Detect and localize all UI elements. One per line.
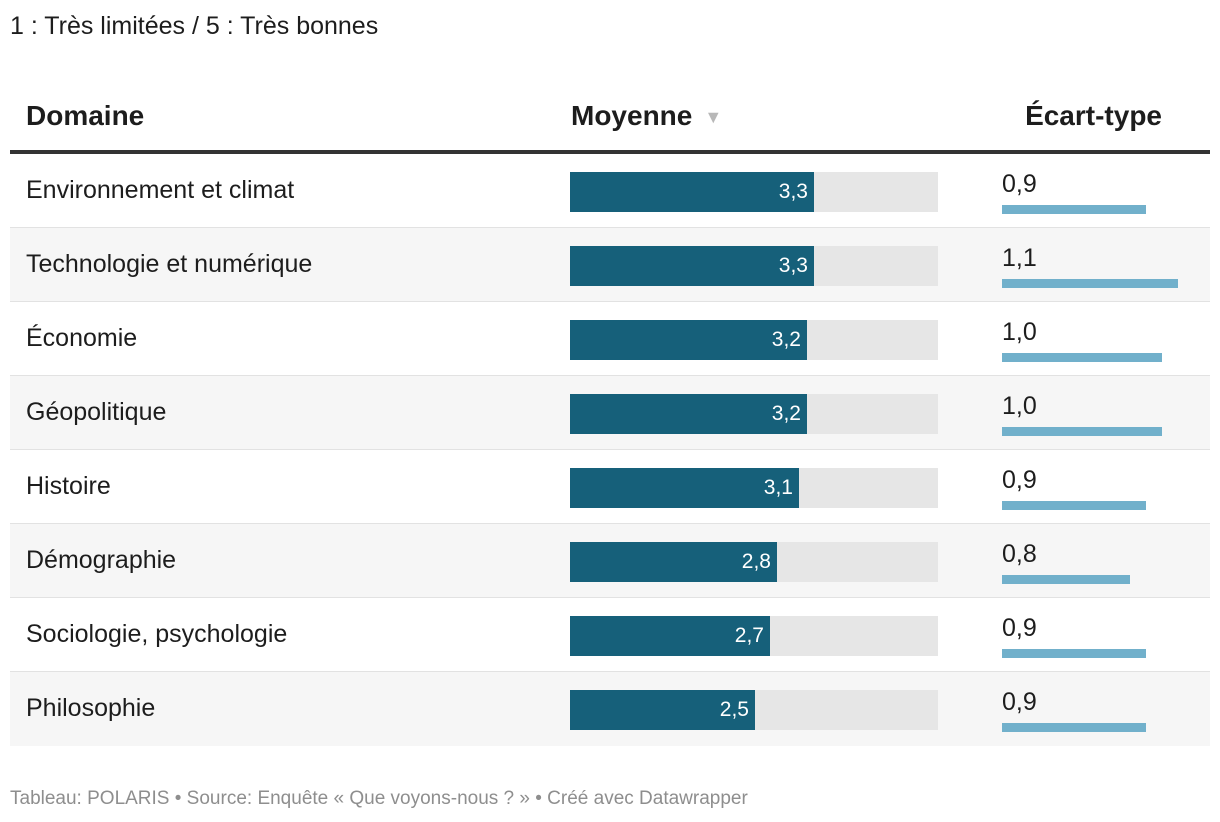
mean-bar-label: 3,2 xyxy=(771,402,801,425)
table-row: Philosophie 2,5 0,9 xyxy=(10,672,1210,746)
cell-domaine: Philosophie xyxy=(26,694,156,722)
mean-bar-label: 3,2 xyxy=(771,328,801,351)
table-header: Domaine Moyenne ▼ Écart-type xyxy=(10,96,1210,154)
cell-domaine: Histoire xyxy=(26,472,111,500)
mean-bar-track: 2,8 xyxy=(570,542,938,582)
mean-bar-label: 2,8 xyxy=(741,550,771,573)
mean-bar-label: 3,3 xyxy=(778,254,808,277)
sd-bar xyxy=(1002,723,1146,732)
sd-label: 0,9 xyxy=(1002,170,1037,198)
table-row: Économie 3,2 1,0 xyxy=(10,302,1210,376)
mean-bar xyxy=(570,394,807,434)
mean-bar-track: 3,3 xyxy=(570,172,938,212)
header-ecart-type-label: Écart-type xyxy=(1025,100,1162,131)
header-domaine-label: Domaine xyxy=(26,100,145,131)
sd-label: 1,1 xyxy=(1002,244,1037,272)
cell-domaine: Économie xyxy=(26,324,138,352)
chart-subtitle: 1 : Très limitées / 5 : Très bonnes xyxy=(10,12,379,40)
mean-bar-label: 2,7 xyxy=(734,624,764,647)
table-row: Technologie et numérique 3,3 1,1 xyxy=(10,228,1210,302)
sd-label: 0,8 xyxy=(1002,540,1037,568)
sd-bar xyxy=(1002,427,1162,436)
mean-bar-label: 2,5 xyxy=(719,698,749,721)
mean-bar-track: 3,2 xyxy=(570,394,938,434)
table-body: Environnement et climat 3,3 0,9 Technologie… xyxy=(10,154,1210,746)
table-row: Géopolitique 3,2 1,0 xyxy=(10,376,1210,450)
sd-bar xyxy=(1002,353,1162,362)
table-row: Sociologie, psychologie 2,7 0,9 xyxy=(10,598,1210,672)
sd-bar xyxy=(1002,501,1146,510)
mean-bar xyxy=(570,616,770,656)
mean-bar xyxy=(570,690,755,730)
table-row: Histoire 3,1 0,9 xyxy=(10,450,1210,524)
sd-label: 1,0 xyxy=(1002,392,1037,420)
sd-label: 0,9 xyxy=(1002,688,1037,716)
mean-bar-label: 3,1 xyxy=(763,476,793,499)
header-domaine[interactable]: Domaine xyxy=(26,100,144,132)
sort-desc-icon[interactable]: ▼ xyxy=(704,107,723,127)
header-moyenne[interactable]: Moyenne ▼ xyxy=(571,100,722,132)
mean-bar-track: 3,3 xyxy=(570,246,938,286)
sd-bar xyxy=(1002,205,1146,214)
cell-domaine: Environnement et climat xyxy=(26,176,295,204)
sd-bar xyxy=(1002,649,1146,658)
mean-bar-track: 2,7 xyxy=(570,616,938,656)
mean-bar xyxy=(570,320,807,360)
chart-footer: Tableau: POLARIS • Source: Enquête « Que… xyxy=(10,788,748,809)
sd-label: 0,9 xyxy=(1002,614,1037,642)
data-table: Domaine Moyenne ▼ Écart-type Environnemen… xyxy=(10,96,1210,746)
mean-bar-track: 2,5 xyxy=(570,690,938,730)
table-row: Environnement et climat 3,3 0,9 xyxy=(10,154,1210,228)
sd-label: 0,9 xyxy=(1002,466,1037,494)
cell-domaine: Démographie xyxy=(26,546,177,574)
sd-bar xyxy=(1002,575,1130,584)
header-moyenne-label: Moyenne xyxy=(571,100,693,131)
mean-bar-label: 3,3 xyxy=(778,180,808,203)
mean-bar-track: 3,2 xyxy=(570,320,938,360)
header-ecart-type[interactable]: Écart-type xyxy=(1025,100,1162,132)
mean-bar xyxy=(570,468,799,508)
mean-bar xyxy=(570,246,814,286)
cell-domaine: Technologie et numérique xyxy=(26,250,313,278)
sd-label: 1,0 xyxy=(1002,318,1037,346)
mean-bar xyxy=(570,172,814,212)
mean-bar-track: 3,1 xyxy=(570,468,938,508)
cell-domaine: Sociologie, psychologie xyxy=(26,620,288,648)
cell-domaine: Géopolitique xyxy=(26,398,167,426)
sd-bar xyxy=(1002,279,1178,288)
table-row: Démographie 2,8 0,8 xyxy=(10,524,1210,598)
mean-bar xyxy=(570,542,777,582)
